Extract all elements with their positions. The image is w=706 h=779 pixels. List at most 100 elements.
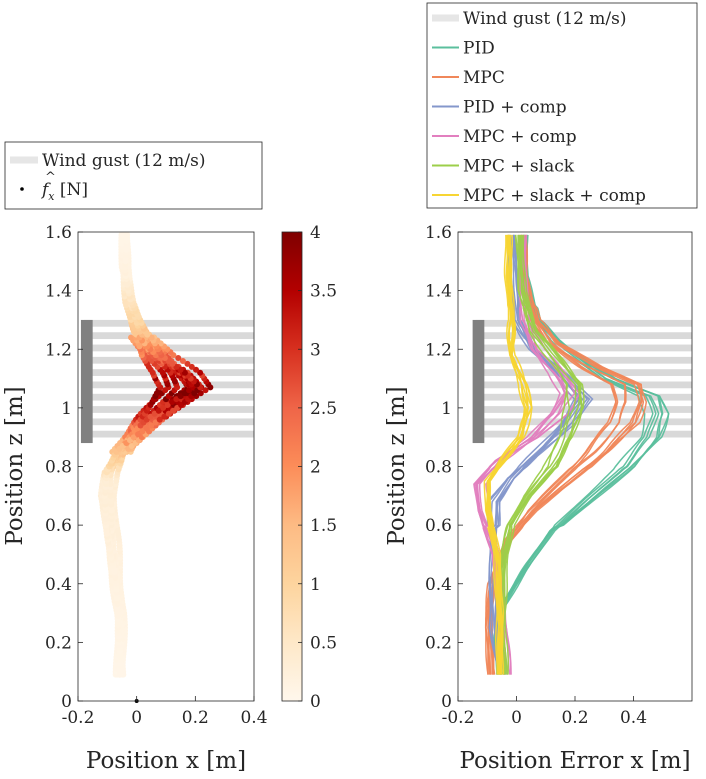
left-trajectory-scatter xyxy=(97,232,214,678)
left-gust-stripe xyxy=(83,332,254,340)
left-gust-stripe xyxy=(83,418,254,426)
force-point xyxy=(160,404,167,411)
force-point xyxy=(193,366,200,373)
colorbar: 0 0.5 1 1.5 2 2.5 3 3.5 4 xyxy=(281,223,337,712)
colorbar-tick-label: 4 xyxy=(310,223,321,243)
right-ylabel: Position z [m] xyxy=(384,386,410,545)
left-xlabel: Position x [m] xyxy=(86,748,246,774)
right-legend-label: PID + comp xyxy=(463,98,567,118)
right-gust-stripe xyxy=(475,332,692,340)
force-point xyxy=(184,360,191,367)
right-ytick-label: 1 xyxy=(441,399,452,419)
force-point xyxy=(165,410,172,417)
right-ytick-label: 0.2 xyxy=(425,633,452,653)
right-ytick-label: 1.4 xyxy=(425,282,452,302)
right-legend-box xyxy=(426,2,698,209)
error-line-mpc-slack-comp xyxy=(483,234,533,675)
error-line-mpc-slack-comp xyxy=(488,234,533,675)
left-axes-frame xyxy=(77,231,255,702)
force-point xyxy=(130,434,137,441)
force-point xyxy=(164,401,171,408)
force-point xyxy=(123,232,130,238)
right-gust-stripe xyxy=(475,319,692,327)
left-legend-gust-label: Wind gust (12 m/s) xyxy=(42,151,206,171)
force-point xyxy=(128,334,135,341)
right-legend: Wind gust (12 m/s) PID MPC PID + comp MPC + … xyxy=(426,2,698,209)
right-xtick-label: -0.2 xyxy=(442,708,475,728)
right-gust-stripe xyxy=(475,418,692,426)
left-legend-force-label: fx [N] xyxy=(40,180,88,203)
right-legend-label: MPC + slack + comp xyxy=(463,186,646,206)
right-axes-frame xyxy=(457,231,693,702)
force-point xyxy=(188,363,195,370)
colorbar-tick-label: 3 xyxy=(310,340,321,360)
force-hat: ^ xyxy=(45,170,56,185)
right-gust-source-bar xyxy=(472,319,485,444)
force-unit: [N] xyxy=(55,180,89,200)
left-ytick-label: 0.2 xyxy=(45,633,72,653)
right-gust-stripe xyxy=(475,344,692,352)
right-gust-stripe xyxy=(475,430,692,438)
right-ytick-label: 0.6 xyxy=(425,516,452,536)
force-point xyxy=(139,428,146,435)
colorbar-ticks: 0 0.5 1 1.5 2 2.5 3 3.5 4 xyxy=(298,223,337,712)
right-axes: -0.2 0 0.2 0.400.20.40.60.811.21.41.6 Posit… xyxy=(384,223,693,774)
left-gust-stripe xyxy=(83,430,254,438)
force-point xyxy=(181,390,188,397)
right-xtick-label: 0.2 xyxy=(561,708,588,728)
force-point xyxy=(155,407,162,414)
left-xtick-label: 0.4 xyxy=(240,708,267,728)
left-xtick-label: 0.2 xyxy=(182,708,209,728)
right-ytick-label: 1.6 xyxy=(425,223,452,243)
force-point xyxy=(135,431,142,438)
force-point xyxy=(179,357,186,364)
left-ytick-label: 0 xyxy=(61,692,72,712)
right-axis-ticks: -0.2 0 0.2 0.400.20.40.60.811.21.41.6 xyxy=(425,223,647,728)
force-point xyxy=(148,334,155,341)
left-ytick-label: 0.4 xyxy=(45,575,72,595)
force-symbol: f xyxy=(40,180,51,200)
left-ytick-label: 1.2 xyxy=(45,340,72,360)
left-xtick-label: -0.2 xyxy=(62,708,95,728)
colorbar-tick-label: 1 xyxy=(310,575,321,595)
force-point xyxy=(169,399,176,406)
right-legend-label: MPC + slack xyxy=(463,157,575,177)
right-gust-stripe xyxy=(475,381,692,389)
colorbar-tick-label: 2 xyxy=(310,458,321,478)
right-legend-label: MPC + comp xyxy=(463,127,577,147)
left-ytick-label: 0.8 xyxy=(45,458,72,478)
force-point xyxy=(202,387,209,394)
force-subscript: x xyxy=(48,190,55,203)
right-ytick-label: 0.4 xyxy=(425,575,452,595)
right-ytick-label: 0.8 xyxy=(425,458,452,478)
right-error-lines xyxy=(473,234,670,675)
left-ylabel: Position z [m] xyxy=(2,386,28,545)
right-ytick-label: 0 xyxy=(441,692,452,712)
force-point xyxy=(177,393,184,400)
left-ytick-label: 1 xyxy=(61,399,72,419)
colorbar-tick-label: 0.5 xyxy=(310,633,337,653)
left-ytick-label: 1.4 xyxy=(45,282,72,302)
force-point xyxy=(177,366,184,373)
force-point xyxy=(151,410,158,417)
left-gust-source-bar xyxy=(80,319,93,444)
left-ytick-label: 0.6 xyxy=(45,516,72,536)
right-xtick-label: 0 xyxy=(511,708,522,728)
left-xtick-label: 0 xyxy=(131,708,142,728)
force-point xyxy=(173,396,180,403)
left-legend-force-marker xyxy=(20,187,24,191)
right-ytick-label: 1.2 xyxy=(425,340,452,360)
colorbar-tick-label: 3.5 xyxy=(310,282,337,302)
left-legend-box xyxy=(4,141,263,210)
right-xlabel: Position Error x [m] xyxy=(459,748,690,774)
left-gust-stripe xyxy=(83,319,254,327)
force-point xyxy=(156,416,163,423)
force-point xyxy=(148,422,155,429)
right-legend-label: PID xyxy=(463,39,495,59)
right-legend-items: Wind gust (12 m/s) PID MPC PID + comp MPC + … xyxy=(432,9,646,206)
force-point xyxy=(152,419,159,426)
left-plot-area xyxy=(78,232,254,701)
colorbar-tick-label: 0 xyxy=(310,692,321,712)
error-line-mpc-slack-comp xyxy=(485,234,526,675)
colorbar-tick-label: 2.5 xyxy=(310,399,337,419)
